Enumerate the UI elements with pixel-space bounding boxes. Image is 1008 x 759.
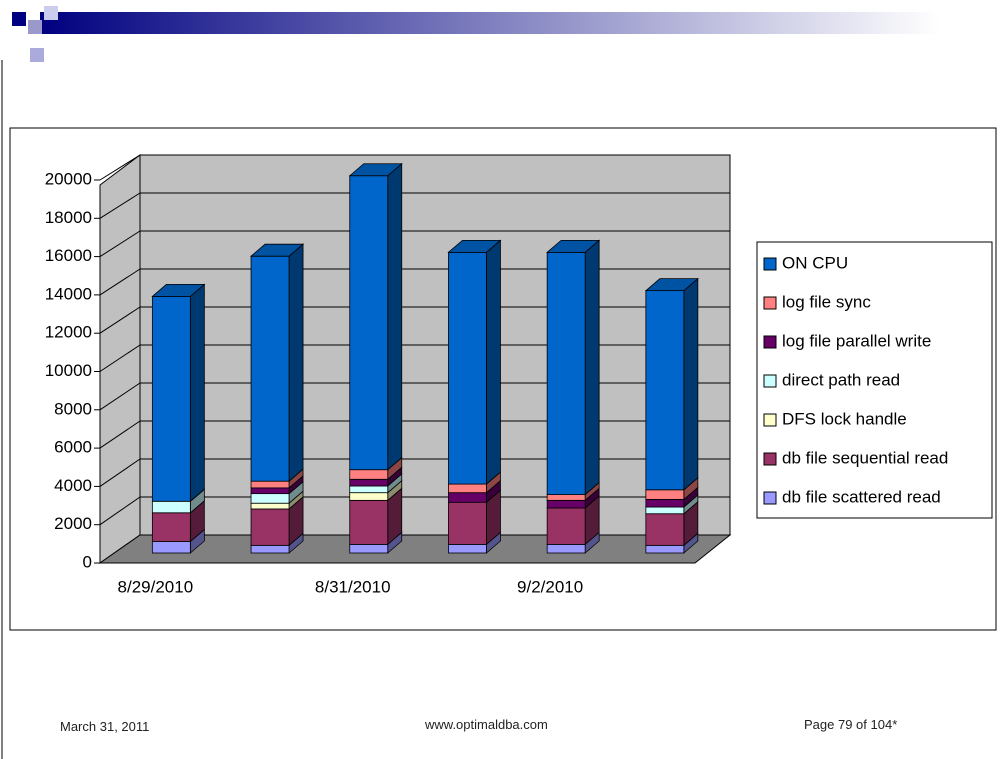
bar-top	[546, 239, 601, 253]
bar-segment	[250, 255, 290, 482]
bar-top	[151, 283, 206, 297]
bar-segment	[250, 487, 290, 495]
grid-line	[99, 154, 141, 181]
bar-segment	[546, 543, 586, 554]
bar-segment	[448, 483, 487, 494]
y-tick-label: 16000	[45, 246, 92, 265]
x-tick-label: 8/29/2010	[118, 577, 194, 596]
legend-label: db file sequential read	[782, 448, 948, 467]
header-square	[30, 48, 44, 62]
bar-segment	[546, 494, 586, 501]
bar-segment	[448, 543, 487, 554]
y-tick-label: 20000	[45, 169, 92, 188]
legend-label: direct path read	[782, 370, 900, 389]
header-square	[12, 12, 26, 26]
header-square	[28, 20, 42, 34]
bar-top	[644, 278, 699, 292]
grid-line	[99, 496, 141, 526]
footer-page: Page 79 of 104*	[804, 717, 898, 732]
bar-segment	[546, 499, 586, 509]
x-tick-label: 8/31/2010	[315, 577, 391, 596]
legend-swatch	[763, 335, 777, 349]
bar-segment	[349, 478, 389, 487]
bar-segment	[349, 499, 389, 545]
bar-segment	[645, 489, 685, 500]
y-tick-label: 18000	[45, 208, 92, 227]
left-wall	[99, 154, 141, 564]
legend-swatch	[763, 374, 777, 388]
bar-segment	[250, 480, 290, 489]
y-tick-label: 8000	[54, 399, 92, 418]
bar-side	[189, 283, 205, 503]
bar-segment	[448, 501, 487, 545]
bar-side	[584, 239, 600, 496]
grid-line	[99, 344, 141, 372]
legend-swatch	[763, 296, 777, 310]
bar-side	[387, 162, 403, 471]
bar-top	[348, 163, 403, 177]
bar-top	[447, 239, 502, 253]
y-tick-label: 14000	[45, 284, 92, 303]
grid-line	[99, 306, 141, 334]
footer-site: www.optimaldba.com	[425, 717, 548, 732]
y-tick-label: 10000	[45, 361, 92, 380]
bar-segment	[151, 512, 191, 542]
bar-segment	[250, 493, 290, 504]
bar-segment	[349, 485, 389, 494]
bar-top	[249, 243, 305, 257]
y-tick-label: 4000	[54, 476, 92, 495]
legend-label: db file scattered read	[782, 487, 941, 506]
grid-line	[99, 458, 141, 487]
bar-segment	[151, 295, 191, 502]
y-tick-label: 0	[83, 552, 92, 571]
bar-segment	[349, 543, 389, 554]
bar-segment	[448, 251, 487, 485]
bar-segment	[546, 251, 586, 495]
y-tick-label: 2000	[54, 514, 92, 533]
bar-segment	[645, 513, 685, 546]
bar-segment	[645, 544, 685, 554]
bar-segment	[645, 506, 685, 515]
bar-segment	[448, 492, 487, 503]
bar-segment	[349, 492, 389, 501]
legend-label: ON CPU	[782, 253, 848, 272]
bar-segment	[151, 541, 191, 554]
legend-swatch	[763, 452, 777, 466]
legend-swatch	[763, 413, 777, 427]
bar-side	[486, 239, 501, 485]
bar-segment	[250, 544, 290, 554]
bar-segment	[151, 500, 191, 514]
grid-line	[99, 192, 141, 219]
bar-side	[288, 243, 304, 483]
header-square	[44, 6, 58, 20]
bar-segment	[250, 502, 290, 510]
header-bar	[40, 12, 940, 34]
bar-side	[683, 277, 699, 491]
bar-segment	[250, 508, 290, 546]
legend-label: log file parallel write	[782, 331, 931, 350]
bar-segment	[349, 175, 389, 471]
grid-line	[99, 230, 141, 258]
legend-swatch	[763, 257, 777, 271]
bar-segment	[349, 469, 389, 480]
legend	[756, 241, 993, 519]
bar-segment	[546, 507, 586, 545]
bar-segment	[645, 290, 685, 491]
bar-segment	[645, 498, 685, 508]
footer-date: March 31, 2011	[60, 719, 150, 734]
y-tick-label: 6000	[54, 438, 92, 457]
grid-line	[99, 420, 141, 449]
x-tick-label: 9/2/2010	[517, 577, 583, 596]
legend-swatch	[763, 491, 777, 505]
legend-label: log file sync	[782, 292, 871, 311]
grid-line	[99, 268, 141, 296]
legend-label: DFS lock handle	[782, 409, 907, 428]
grid-line	[99, 382, 141, 411]
y-tick-label: 12000	[45, 323, 92, 342]
